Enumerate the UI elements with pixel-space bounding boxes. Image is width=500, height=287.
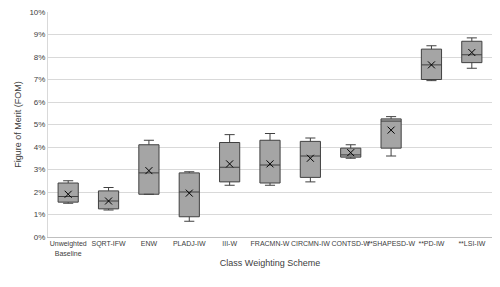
- svg-text:2%: 2%: [34, 188, 46, 197]
- svg-text:SQRT-IFW: SQRT-IFW: [92, 240, 126, 248]
- svg-text:6%: 6%: [34, 98, 46, 107]
- svg-text:1%: 1%: [34, 210, 46, 219]
- svg-text:0%: 0%: [34, 233, 46, 242]
- svg-text:7%: 7%: [34, 75, 46, 84]
- svg-text:UnweightedBaseline: UnweightedBaseline: [50, 240, 87, 256]
- svg-text:CONTSD-W: CONTSD-W: [331, 240, 370, 247]
- svg-text:CIRCMN-IW: CIRCMN-IW: [291, 240, 330, 247]
- svg-text:5%: 5%: [34, 120, 46, 129]
- svg-text:III-W: III-W: [222, 240, 237, 247]
- svg-text:**PD-IW: **PD-IW: [418, 240, 444, 247]
- svg-text:9%: 9%: [34, 30, 46, 39]
- svg-text:Class Weighting Scheme: Class Weighting Scheme: [220, 258, 320, 268]
- svg-text:8%: 8%: [34, 53, 46, 62]
- svg-text:10%: 10%: [29, 8, 45, 17]
- svg-text:3%: 3%: [34, 165, 46, 174]
- svg-text:ENW: ENW: [141, 240, 158, 247]
- svg-text:PLADJ-IW: PLADJ-IW: [173, 240, 206, 247]
- svg-text:**LSI-IW: **LSI-IW: [458, 240, 485, 247]
- svg-text:**SHAPESD-W: **SHAPESD-W: [367, 240, 415, 247]
- svg-text:FRACMN-W: FRACMN-W: [251, 240, 290, 247]
- svg-text:Figure of Merit (FOM): Figure of Merit (FOM): [13, 81, 23, 168]
- svg-text:4%: 4%: [34, 143, 46, 152]
